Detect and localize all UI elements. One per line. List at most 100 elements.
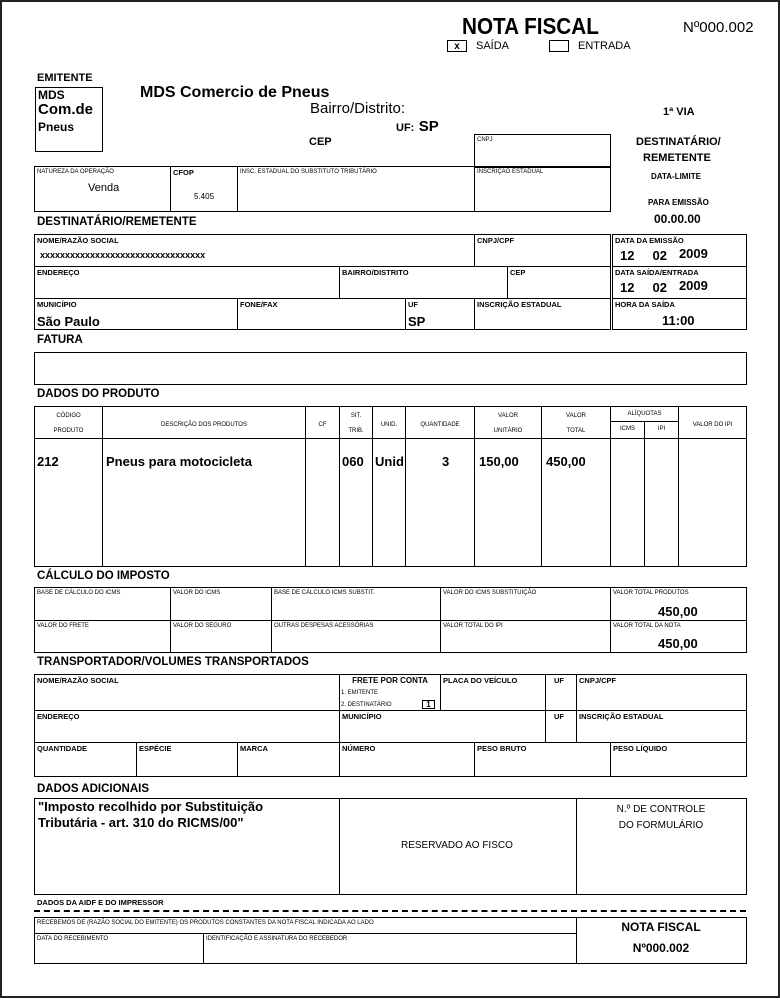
month: 02	[652, 280, 667, 295]
label-line: BAIRRO/DISTRITO	[342, 268, 409, 277]
col-aliquotas[interactable]: ALÍQUOTAS	[610, 406, 679, 422]
field-label: FONE/FAX	[240, 300, 278, 309]
field-label: VALOR DO FRETE	[37, 623, 89, 629]
logo: MDS Com.de Pneus	[35, 87, 103, 152]
label-line: VALOR TOTAL DO IPI	[443, 623, 503, 629]
endereco-cell[interactable]: ENDEREÇO	[34, 266, 340, 299]
label-line: NÚMERO	[342, 744, 376, 753]
col-vunit[interactable]: VALOR UNITÁRIO	[474, 406, 542, 439]
logo-line: Com.de	[38, 101, 94, 118]
label-line: BASE DE CÁLCULO ICMS SUBSTIT.	[274, 590, 375, 596]
fatura-box[interactable]	[34, 352, 747, 385]
assinatura-cell[interactable]: IDENTIFICAÇÃO E ASSINATURA DO RECEBEDOR	[203, 933, 577, 964]
municipio-value: São Paulo	[37, 314, 100, 329]
insc-subst-cell[interactable]: INSC. ESTADUAL DO SUBSTITUTO TRIBUTÁRIO	[237, 166, 475, 212]
adicionais-line: "Imposto recolhido por Substituição	[38, 799, 264, 814]
frete-cell[interactable]: VALOR DO FRETE	[34, 620, 171, 653]
fone-cell[interactable]: FONE/FAX	[237, 298, 406, 330]
col-descricao[interactable]: DESCRIÇÃO DOS PRODUTOS	[102, 406, 306, 439]
col-unid[interactable]: UNID.	[372, 406, 406, 439]
col-cf[interactable]: CF	[305, 406, 340, 439]
t-endereco-cell[interactable]: ENDEREÇO	[34, 710, 340, 743]
outras-cell[interactable]: OUTRAS DESPESAS ACESSÓRIAS	[271, 620, 441, 653]
t-nome-cell[interactable]: NOME/RAZÃO SOCIAL	[34, 674, 340, 711]
t-peso-bruto-cell[interactable]: PESO BRUTO	[474, 742, 611, 777]
section-imposto: CÁLCULO DO IMPOSTO	[37, 570, 170, 582]
label-line: QUANTIDADE	[37, 744, 87, 753]
t-marca-cell[interactable]: MARCA	[237, 742, 340, 777]
col-codigo[interactable]: CÓDIGO PRODUTO	[34, 406, 103, 439]
label-line: TOTAL	[566, 428, 586, 434]
col-sit[interactable]: SIT. TRIB.	[339, 406, 373, 439]
body-cf[interactable]	[305, 438, 340, 567]
t-municipio-cell[interactable]: MUNICÍPIO	[339, 710, 546, 743]
field-label: QUANTIDADE	[406, 418, 474, 433]
canhoto-nota-cell[interactable]	[576, 917, 747, 964]
t-peso-liquido-cell[interactable]: PESO LÍQUIDO	[610, 742, 747, 777]
entrada-checkbox[interactable]	[549, 40, 569, 52]
body-quantidade[interactable]	[405, 438, 475, 567]
frete-value-box[interactable]: 1	[422, 700, 435, 709]
valor-icms-cell[interactable]: VALOR DO ICMS	[170, 587, 272, 621]
total-nota-cell[interactable]: VALOR TOTAL DA NOTA	[610, 620, 747, 653]
base-icms-cell[interactable]: BASE DE CÁLCULO DO ICMS	[34, 587, 171, 621]
frete-destinatario: 2. DESTINATÁRIO	[341, 702, 392, 708]
t-uf-cell[interactable]: UF	[545, 674, 577, 711]
t-placa-cell[interactable]: PLACA DO VEÍCULO	[440, 674, 546, 711]
label-line: NOME/RAZÃO SOCIAL	[37, 676, 119, 685]
t-cnpj-cell[interactable]: CNPJ/CPF	[576, 674, 747, 711]
data-recebimento-cell[interactable]: DATA DO RECEBIMENTO	[34, 933, 204, 964]
col-ipi[interactable]: IPI	[644, 421, 679, 439]
valor-subst-cell[interactable]: VALOR DO ICMS SUBSTITUIÇÃO	[440, 587, 611, 621]
field-label: NOME/RAZÃO SOCIAL	[37, 236, 119, 245]
insc-estadual-cell[interactable]: INSCRIÇÃO ESTADUAL	[474, 166, 611, 212]
cfop-cell[interactable]: CFOP	[170, 166, 238, 212]
saida-checkbox[interactable]: x	[447, 40, 467, 52]
t-uf2-cell[interactable]: UF	[545, 710, 577, 743]
hora-cell[interactable]: HORA DA SAÍDA	[612, 298, 747, 330]
side-data-limite: DATA-LIMITE	[651, 172, 701, 181]
t-quantidade-cell[interactable]: QUANTIDADE	[34, 742, 137, 777]
cnpj-cpf-cell[interactable]: CNPJ/CPF	[474, 234, 611, 267]
controle-cell[interactable]	[576, 798, 747, 895]
frete-value: 1	[426, 700, 431, 709]
label-line: ALÍQUOTAS	[627, 411, 662, 417]
label-line: DATA DA EMISSÃO	[615, 236, 684, 245]
label-line: PLACA DO VEÍCULO	[443, 676, 518, 685]
cnpj-cell[interactable]: CNPJ	[474, 134, 611, 168]
col-valor-ipi[interactable]: VALOR DO IPI	[678, 406, 747, 439]
label-line: UF	[554, 712, 564, 721]
insc-cell[interactable]: INSCRIÇÃO ESTADUAL	[474, 298, 611, 330]
field-label: HORA DA SAÍDA	[615, 300, 675, 309]
body-icms[interactable]	[610, 438, 645, 567]
valor-unitario: 150,00	[479, 454, 519, 469]
aidf-label: DADOS DA AIDF E DO IMPRESSOR	[37, 898, 164, 907]
seguro-cell[interactable]: VALOR DO SEGURO	[170, 620, 272, 653]
t-numero-cell[interactable]: NÚMERO	[339, 742, 475, 777]
body-ipi[interactable]	[644, 438, 679, 567]
body-valor-ipi[interactable]	[678, 438, 747, 567]
field-label: NATUREZA DA OPERAÇÃO	[37, 169, 114, 175]
unid: Unid	[375, 454, 404, 469]
t-especie-cell[interactable]: ESPÉCIE	[136, 742, 238, 777]
field-label: INSC. ESTADUAL DO SUBSTITUTO TRIBUTÁRIO	[240, 169, 377, 175]
label-line: NATUREZA DA OPERAÇÃO	[37, 169, 114, 175]
t-insc-cell[interactable]: INSCRIÇÃO ESTADUAL	[576, 710, 747, 743]
field-label: RECEBEMOS DE (RAZÃO SOCIAL DO EMITENTE) …	[37, 920, 374, 926]
field-label: VALOR TOTAL	[542, 409, 610, 439]
bairro-cell[interactable]: BAIRRO/DISTRITO	[339, 266, 508, 299]
recebemos-cell[interactable]: RECEBEMOS DE (RAZÃO SOCIAL DO EMITENTE) …	[34, 917, 577, 934]
cep-cell[interactable]: CEP	[507, 266, 611, 299]
total-ipi-cell[interactable]: VALOR TOTAL DO IPI	[440, 620, 611, 653]
field-label: UNID.	[373, 418, 405, 433]
col-icms[interactable]: ICMS	[610, 421, 645, 439]
field-label: CEP	[510, 268, 525, 277]
col-quantidade[interactable]: QUANTIDADE	[405, 406, 475, 439]
field-label: VALOR DO ICMS SUBSTITUIÇÃO	[443, 590, 536, 596]
label-line: UF	[408, 300, 418, 309]
label-line: CEP	[510, 268, 526, 277]
col-vtotal[interactable]: VALOR TOTAL	[541, 406, 611, 439]
data-emissao-value: 12 02 2009	[620, 246, 708, 263]
base-subst-cell[interactable]: BASE DE CÁLCULO ICMS SUBSTIT.	[271, 587, 441, 621]
